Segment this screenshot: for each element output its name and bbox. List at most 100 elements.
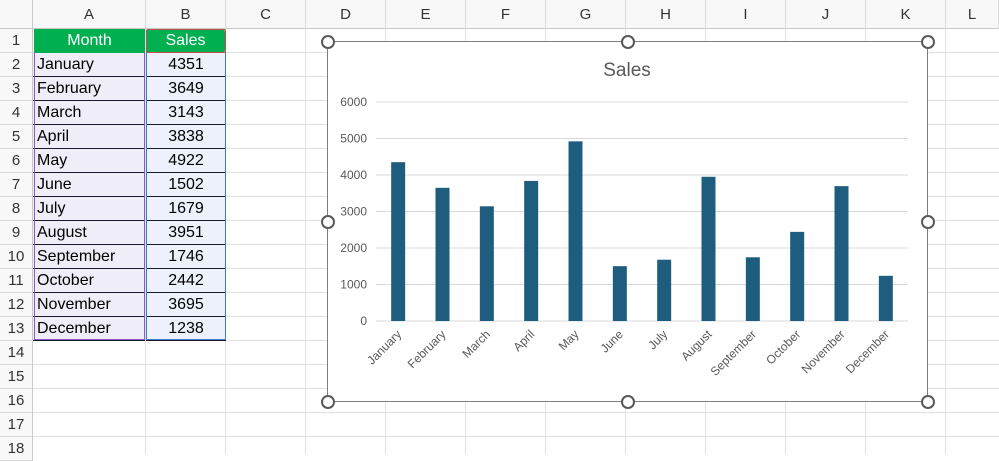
cell-month[interactable]: February — [33, 77, 145, 101]
gridline — [145, 29, 146, 454]
bar-december[interactable] — [878, 275, 893, 321]
resize-handle-right[interactable] — [921, 215, 935, 229]
x-tick-label: February — [405, 327, 449, 371]
cell-month[interactable]: October — [33, 269, 145, 293]
resize-handle-bottom-right[interactable] — [921, 395, 935, 409]
cell-month[interactable]: December — [33, 317, 145, 341]
cell-a1-month-header[interactable]: Month — [34, 29, 145, 53]
row-header-7[interactable]: 7 — [0, 173, 33, 197]
cell-month[interactable]: April — [33, 125, 145, 149]
column-header-a[interactable]: A — [33, 0, 146, 29]
cell-month[interactable]: January — [33, 53, 145, 77]
cell-sales[interactable]: 2442 — [146, 269, 226, 293]
resize-handle-top[interactable] — [621, 35, 635, 49]
x-tick-label: December — [843, 327, 892, 376]
range-highlight-sales — [146, 52, 226, 340]
column-header-b[interactable]: B — [146, 0, 226, 29]
cell-sales[interactable]: 1746 — [146, 245, 226, 269]
chart-gridlines — [376, 101, 908, 322]
column-header-i[interactable]: I — [706, 0, 786, 29]
cell-sales[interactable]: 3695 — [146, 293, 226, 317]
row-header-8[interactable]: 8 — [0, 197, 33, 221]
row-header-3[interactable]: 3 — [0, 77, 33, 101]
cell-b1-sales-header[interactable]: Sales — [146, 29, 225, 53]
row-header-14[interactable]: 14 — [0, 341, 33, 365]
column-header-h[interactable]: H — [626, 0, 706, 29]
y-tick-label: 6000 — [340, 95, 367, 109]
cell-month[interactable]: June — [33, 173, 145, 197]
cell-sales[interactable]: 4922 — [146, 149, 226, 173]
cell-sales[interactable]: 1679 — [146, 197, 226, 221]
column-header-g[interactable]: G — [546, 0, 626, 29]
column-header-f[interactable]: F — [466, 0, 546, 29]
column-header-k[interactable]: K — [866, 0, 946, 29]
row-header-17[interactable]: 17 — [0, 413, 33, 437]
bar-september[interactable] — [745, 257, 760, 321]
y-tick-label: 2000 — [340, 241, 367, 255]
column-header-e[interactable]: E — [386, 0, 466, 29]
bar-april[interactable] — [524, 180, 539, 321]
row-header-6[interactable]: 6 — [0, 149, 33, 173]
resize-handle-left[interactable] — [321, 215, 335, 229]
bar-march[interactable] — [479, 206, 494, 321]
x-tick-label: April — [510, 327, 537, 354]
range-highlight-series-name — [146, 29, 226, 53]
x-tick-label: June — [598, 327, 627, 356]
bar-august[interactable] — [701, 176, 716, 321]
cell-month[interactable]: September — [33, 245, 145, 269]
x-tick-label: May — [556, 327, 582, 353]
cell-month[interactable]: November — [33, 293, 145, 317]
row-header-13[interactable]: 13 — [0, 317, 33, 341]
y-tick-label: 5000 — [340, 132, 367, 146]
resize-handle-top-right[interactable] — [921, 35, 935, 49]
bar-november[interactable] — [834, 186, 849, 321]
cell-sales[interactable]: 3649 — [146, 77, 226, 101]
cell-month[interactable]: May — [33, 149, 145, 173]
x-tick-label: October — [763, 327, 803, 367]
cell-month[interactable]: August — [33, 221, 145, 245]
row-header-9[interactable]: 9 — [0, 221, 33, 245]
resize-handle-bottom[interactable] — [621, 395, 635, 409]
column-header-d[interactable]: D — [306, 0, 386, 29]
x-tick-label: September — [708, 327, 759, 378]
select-all-corner[interactable] — [0, 0, 33, 29]
bar-june[interactable] — [612, 266, 627, 321]
bar-may[interactable] — [568, 141, 583, 321]
range-highlight-month — [34, 52, 145, 340]
cell-sales[interactable]: 3143 — [146, 101, 226, 125]
sales-bar-chart: Sales 0 1000 2000 3000 4000 5000 6000 January F… — [340, 60, 908, 379]
chart-title[interactable]: Sales — [603, 60, 651, 81]
resize-handle-bottom-left[interactable] — [321, 395, 335, 409]
y-tick-label: 0 — [360, 314, 367, 328]
row-header-1[interactable]: 1 — [0, 29, 33, 53]
column-header-j[interactable]: J — [786, 0, 866, 29]
x-tick-label: January — [364, 327, 404, 367]
cell-sales[interactable]: 4351 — [146, 53, 226, 77]
cell-sales[interactable]: 1238 — [146, 317, 226, 341]
bar-july[interactable] — [657, 259, 672, 321]
bar-february[interactable] — [435, 187, 450, 321]
cell-month[interactable]: July — [33, 197, 145, 221]
bar-october[interactable] — [790, 231, 805, 321]
y-tick-label: 3000 — [340, 205, 367, 219]
cell-sales[interactable]: 1502 — [146, 173, 226, 197]
column-header-c[interactable]: C — [226, 0, 306, 29]
resize-handle-top-left[interactable] — [321, 35, 335, 49]
row-header-4[interactable]: 4 — [0, 101, 33, 125]
cell-sales[interactable]: 3838 — [146, 125, 226, 149]
bar-january[interactable] — [391, 162, 406, 321]
cell-sales[interactable]: 3951 — [146, 221, 226, 245]
y-tick-label: 1000 — [340, 278, 367, 292]
row-header-5[interactable]: 5 — [0, 125, 33, 149]
row-header-15[interactable]: 15 — [0, 365, 33, 389]
row-header-16[interactable]: 16 — [0, 389, 33, 413]
cell-month[interactable]: March — [33, 101, 145, 125]
row-header-18[interactable]: 18 — [0, 437, 33, 461]
gridline — [33, 436, 999, 437]
row-header-10[interactable]: 10 — [0, 245, 33, 269]
row-header-2[interactable]: 2 — [0, 53, 33, 77]
column-header-l[interactable]: L — [946, 0, 999, 29]
row-header-12[interactable]: 12 — [0, 293, 33, 317]
chart-area[interactable]: Sales 0 1000 2000 3000 4000 5000 6000 January F… — [327, 41, 928, 402]
row-header-11[interactable]: 11 — [0, 269, 33, 293]
